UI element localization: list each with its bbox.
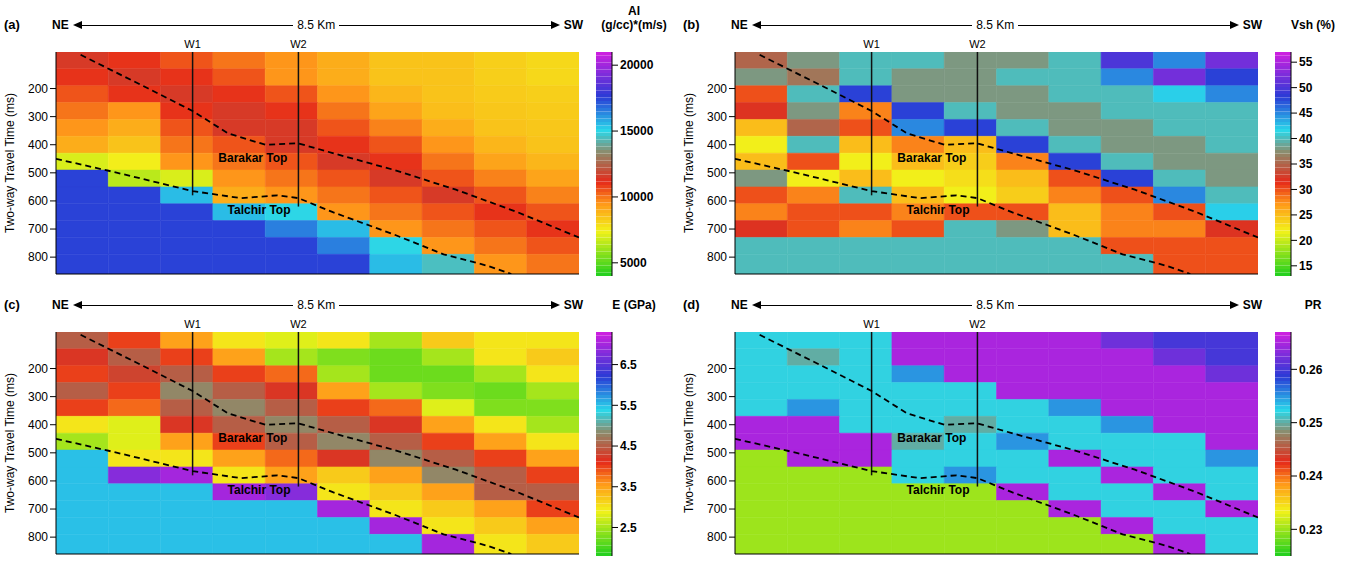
- svg-text:20000: 20000: [620, 58, 654, 72]
- html-text:NE: NE: [52, 18, 69, 32]
- html-text:SW: SW: [563, 18, 583, 32]
- svg-text:600: 600: [707, 194, 727, 208]
- svg-text:4.5: 4.5: [620, 439, 637, 453]
- svg-text:Barakar Top: Barakar Top: [897, 431, 966, 445]
- svg-text:Talchir Top: Talchir Top: [907, 483, 970, 497]
- svg-text:15000: 15000: [620, 124, 654, 138]
- svg-text:400: 400: [707, 138, 727, 152]
- svg-text:200: 200: [707, 362, 727, 376]
- svg-text:Barakar Top: Barakar Top: [218, 431, 287, 445]
- svg-text:Two-way Travel Time (ms): Two-way Travel Time (ms): [3, 93, 17, 233]
- svg-text:0.25: 0.25: [1299, 416, 1323, 430]
- svg-text:800: 800: [707, 530, 727, 544]
- svg-text:300: 300: [707, 110, 727, 124]
- html-text:NE: NE: [731, 18, 748, 32]
- svg-text:30: 30: [1299, 183, 1313, 197]
- svg-text:200: 200: [28, 362, 48, 376]
- svg-text:300: 300: [28, 110, 48, 124]
- svg-text:500: 500: [28, 166, 48, 180]
- svg-text:500: 500: [707, 166, 727, 180]
- html-text:8.5 Km: 8.5 Km: [297, 298, 336, 312]
- svg-text:15: 15: [1299, 259, 1313, 273]
- svg-text:W1: W1: [863, 38, 880, 50]
- svg-text:5000: 5000: [620, 256, 647, 270]
- svg-text:10000: 10000: [620, 190, 654, 204]
- svg-text:300: 300: [28, 390, 48, 404]
- svg-text:500: 500: [707, 446, 727, 460]
- svg-text:50: 50: [1299, 81, 1313, 95]
- html-text:NE: NE: [731, 298, 748, 312]
- svg-text:6.5: 6.5: [620, 358, 637, 372]
- svg-text:35: 35: [1299, 157, 1313, 171]
- html-text:8.5 Km: 8.5 Km: [976, 298, 1015, 312]
- html-text:AI: AI: [628, 4, 640, 18]
- svg-text:W1: W1: [863, 318, 880, 330]
- svg-text:0.23: 0.23: [1299, 523, 1323, 537]
- html-text:SW: SW: [563, 298, 583, 312]
- svg-text:W2: W2: [290, 38, 307, 50]
- html-text:(b): (b): [683, 17, 700, 32]
- svg-text:500: 500: [28, 446, 48, 460]
- svg-text:400: 400: [707, 418, 727, 432]
- svg-text:W1: W1: [184, 318, 201, 330]
- html-text:SW: SW: [1242, 18, 1262, 32]
- svg-text:400: 400: [28, 138, 48, 152]
- svg-text:600: 600: [28, 474, 48, 488]
- svg-text:W2: W2: [290, 318, 307, 330]
- svg-text:Barakar Top: Barakar Top: [897, 151, 966, 165]
- svg-text:300: 300: [707, 390, 727, 404]
- svg-text:3.5: 3.5: [620, 480, 637, 494]
- svg-text:800: 800: [28, 530, 48, 544]
- svg-text:200: 200: [707, 82, 727, 96]
- html-text:E (GPa): E (GPa): [612, 298, 656, 312]
- svg-text:400: 400: [28, 418, 48, 432]
- svg-text:700: 700: [28, 502, 48, 516]
- svg-text:0.24: 0.24: [1299, 469, 1323, 483]
- html-text:8.5 Km: 8.5 Km: [297, 18, 336, 32]
- html-text:NE: NE: [52, 298, 69, 312]
- html-text:(a): (a): [4, 17, 20, 32]
- svg-text:W2: W2: [969, 318, 986, 330]
- svg-text:Talchir Top: Talchir Top: [228, 483, 291, 497]
- html-text:8.5 Km: 8.5 Km: [976, 18, 1015, 32]
- svg-text:600: 600: [707, 474, 727, 488]
- svg-text:700: 700: [707, 222, 727, 236]
- svg-text:5.5: 5.5: [620, 399, 637, 413]
- svg-text:800: 800: [28, 250, 48, 264]
- svg-text:40: 40: [1299, 132, 1313, 146]
- svg-text:Two-way Travel Time (ms): Two-way Travel Time (ms): [682, 373, 696, 513]
- svg-text:2.5: 2.5: [620, 521, 637, 535]
- html-text:(g/cc)*(m/s): (g/cc)*(m/s): [601, 18, 667, 32]
- svg-text:800: 800: [707, 250, 727, 264]
- html-text:Vsh (%): Vsh (%): [1291, 18, 1335, 32]
- svg-text:Talchir Top: Talchir Top: [907, 203, 970, 217]
- svg-text:Two-way Travel Time (ms): Two-way Travel Time (ms): [3, 373, 17, 513]
- svg-text:600: 600: [28, 194, 48, 208]
- html-text:SW: SW: [1242, 298, 1262, 312]
- svg-text:200: 200: [28, 82, 48, 96]
- svg-text:55: 55: [1299, 55, 1313, 69]
- html-text:(d): (d): [683, 297, 700, 312]
- html-text:(c): (c): [4, 297, 20, 312]
- svg-text:0.26: 0.26: [1299, 363, 1323, 377]
- svg-text:Talchir Top: Talchir Top: [228, 203, 291, 217]
- svg-text:Barakar Top: Barakar Top: [218, 151, 287, 165]
- svg-text:25: 25: [1299, 208, 1313, 222]
- svg-text:700: 700: [28, 222, 48, 236]
- svg-text:20: 20: [1299, 234, 1313, 248]
- svg-text:W2: W2: [969, 38, 986, 50]
- html-text:PR: PR: [1304, 298, 1322, 312]
- svg-text:700: 700: [707, 502, 727, 516]
- svg-text:45: 45: [1299, 106, 1313, 120]
- svg-text:Two-way Travel Time (ms): Two-way Travel Time (ms): [682, 93, 696, 233]
- svg-text:W1: W1: [184, 38, 201, 50]
